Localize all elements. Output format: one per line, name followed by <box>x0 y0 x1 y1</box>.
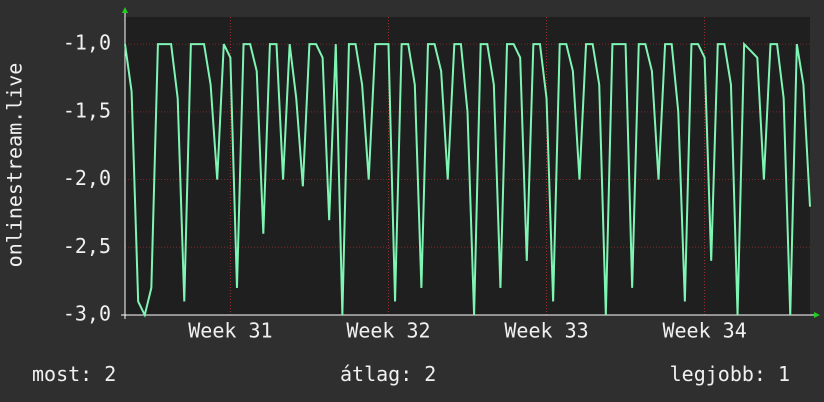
y-tick-label: -2,0 <box>63 166 111 190</box>
data-line <box>124 41 811 318</box>
y-tick-label: -1,5 <box>63 98 111 122</box>
axis-arrow <box>814 312 820 318</box>
x-tick-label: Week 31 <box>188 319 272 343</box>
y-tick-label: -2,5 <box>63 234 111 258</box>
stat: most: 2 <box>32 362 116 386</box>
y-tick-label: -1,0 <box>63 31 111 55</box>
x-tick-label: Week 33 <box>504 319 588 343</box>
stat-value: 2 <box>104 362 116 386</box>
y-tick-label: -3,0 <box>63 302 111 326</box>
stat-label: legjobb: <box>670 362 766 386</box>
stat: legjobb: 1 <box>670 362 790 386</box>
stat: átlag: 2 <box>340 362 436 386</box>
stat-label: most: <box>32 362 92 386</box>
plot-area <box>125 17 810 315</box>
stat-value: 2 <box>424 362 436 386</box>
x-tick-label: Week 32 <box>346 319 430 343</box>
x-tick-label: Week 34 <box>662 319 746 343</box>
y-axis-label: onlinestream.live <box>3 63 27 268</box>
stat-value: 1 <box>778 362 790 386</box>
axis-arrow <box>122 7 128 13</box>
stat-label: átlag: <box>340 362 412 386</box>
